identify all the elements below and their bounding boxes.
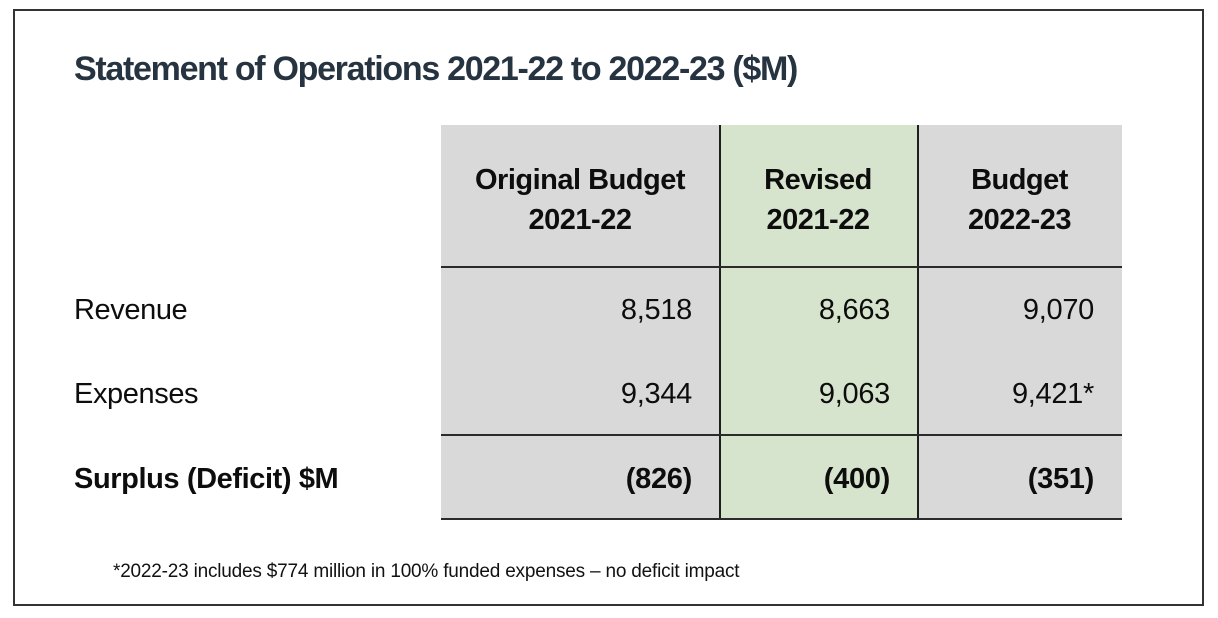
cell-surplus-budget: (351) — [1027, 463, 1095, 495]
column-original-budget — [441, 125, 719, 520]
cell-revenue-budget: 9,070 — [1022, 294, 1094, 326]
total-divider — [441, 434, 1122, 436]
footnote: *2022-23 includes $774 million in 100% f… — [113, 561, 740, 582]
statement-table — [441, 125, 1122, 520]
column-header-line: Revised — [764, 164, 872, 196]
column-revised-highlight — [719, 125, 917, 520]
column-header-revised: Revised 2021-22 — [719, 160, 917, 240]
row-label-revenue: Revenue — [74, 294, 188, 326]
cell-expenses-original: 9,344 — [620, 378, 692, 410]
column-divider — [719, 125, 721, 520]
column-header-line: 2022-23 — [968, 204, 1071, 236]
column-header-original-budget: Original Budget 2021-22 — [441, 160, 719, 240]
column-header-budget: Budget 2022-23 — [917, 160, 1122, 240]
column-header-line: 2021-22 — [528, 204, 632, 236]
header-divider — [441, 266, 1122, 268]
table-bottom-border — [441, 518, 1122, 520]
column-header-line: Budget — [971, 164, 1068, 196]
column-divider — [917, 125, 919, 520]
cell-expenses-budget: 9,421* — [1011, 378, 1094, 410]
column-budget-2022-23 — [917, 125, 1122, 520]
column-header-line: 2021-22 — [766, 204, 870, 236]
cell-expenses-revised: 9,063 — [818, 378, 890, 410]
cell-surplus-original: (826) — [625, 463, 693, 495]
cell-surplus-revised: (400) — [823, 463, 891, 495]
cell-revenue-original: 8,518 — [620, 294, 692, 326]
row-label-surplus-deficit: Surplus (Deficit) $M — [74, 463, 339, 495]
row-label-expenses: Expenses — [74, 378, 199, 410]
cell-revenue-revised: 8,663 — [818, 294, 890, 326]
page-title: Statement of Operations 2021-22 to 2022-… — [74, 50, 798, 88]
column-header-line: Original Budget — [475, 164, 686, 196]
